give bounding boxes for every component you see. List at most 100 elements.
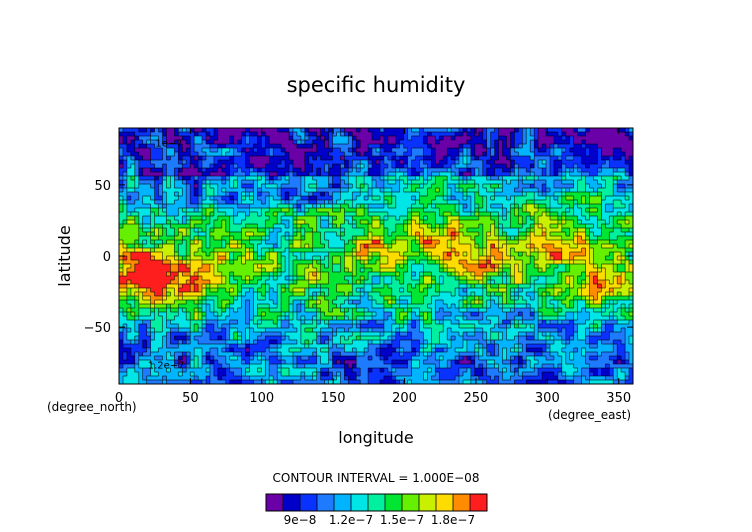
heat-cell xyxy=(229,148,235,153)
heat-cell xyxy=(577,196,583,201)
heat-cell xyxy=(119,160,124,165)
heat-cell xyxy=(553,248,559,253)
heat-cell xyxy=(372,216,377,221)
heat-cell xyxy=(431,200,436,205)
heat-cell xyxy=(589,248,595,253)
heat-cell xyxy=(376,156,381,161)
heat-cell xyxy=(119,192,124,197)
heat-cell xyxy=(538,164,543,169)
heat-cell xyxy=(593,276,599,281)
heat-cell xyxy=(423,252,428,257)
heat-cell xyxy=(534,144,539,149)
heat-cell xyxy=(490,240,496,245)
heat-cell xyxy=(324,260,330,265)
heat-cell xyxy=(194,196,199,201)
heat-cell xyxy=(126,248,132,253)
heat-cell xyxy=(617,276,622,281)
heat-cell xyxy=(277,256,282,261)
heat-cell xyxy=(387,188,393,193)
heat-cell xyxy=(178,256,183,261)
heat-cell xyxy=(411,188,417,193)
heat-cell xyxy=(415,216,421,221)
heat-cell xyxy=(178,224,183,229)
heat-cell xyxy=(621,236,626,241)
heat-cell xyxy=(506,212,512,217)
heat-cell xyxy=(407,248,413,253)
heat-cell xyxy=(229,268,235,273)
heat-cell xyxy=(249,184,255,189)
heat-cell xyxy=(316,224,322,229)
heat-cell xyxy=(340,220,345,225)
heat-cell xyxy=(534,212,539,217)
heat-cell xyxy=(407,136,413,141)
heat-cell xyxy=(249,200,255,205)
heat-cell xyxy=(557,252,563,257)
heat-cell xyxy=(182,276,187,281)
heat-cell xyxy=(534,140,539,145)
heat-cell xyxy=(419,132,425,137)
heat-cell xyxy=(451,196,456,201)
heat-cell xyxy=(221,208,227,213)
heat-cell xyxy=(336,164,342,169)
heat-cell xyxy=(261,208,266,213)
heat-cell xyxy=(269,156,274,161)
heat-cell xyxy=(194,268,199,273)
heat-cell xyxy=(312,164,318,169)
heat-cell xyxy=(609,240,614,245)
heat-cell xyxy=(241,192,247,197)
heat-cell xyxy=(209,212,215,217)
heat-cell xyxy=(198,164,203,169)
heat-cell xyxy=(494,240,500,245)
heat-cell xyxy=(166,156,171,161)
heat-cell xyxy=(439,260,444,265)
heat-cell xyxy=(332,272,338,277)
heat-cell xyxy=(407,176,413,181)
heat-cell xyxy=(553,180,559,185)
heat-cell xyxy=(502,264,508,269)
heat-cell xyxy=(577,160,583,165)
heat-cell xyxy=(285,144,290,149)
heat-cell xyxy=(289,220,294,225)
heat-cell xyxy=(119,156,124,161)
heat-cell xyxy=(225,152,231,157)
heat-cell xyxy=(625,148,630,153)
heat-cell xyxy=(170,232,175,237)
heat-cell xyxy=(494,276,500,281)
heat-cell xyxy=(486,272,492,277)
heat-cell xyxy=(435,272,440,277)
heat-cell xyxy=(494,256,500,261)
heat-cell xyxy=(372,188,377,193)
heat-cell xyxy=(577,220,583,225)
heat-cell xyxy=(510,136,515,141)
heat-cell xyxy=(154,156,160,161)
heat-cell xyxy=(391,160,397,165)
heat-cell xyxy=(439,232,444,237)
heat-cell xyxy=(237,208,243,213)
heat-cell xyxy=(569,184,575,189)
heat-cell xyxy=(229,248,235,253)
heat-cell xyxy=(573,196,579,201)
heat-cell xyxy=(190,276,195,281)
heat-cell xyxy=(546,184,551,189)
heat-cell xyxy=(292,248,298,253)
heat-cell xyxy=(292,164,298,169)
heat-cell xyxy=(498,252,504,257)
heat-cell xyxy=(292,160,298,165)
heat-cell xyxy=(352,136,357,141)
heat-cell xyxy=(186,148,191,153)
heat-cell xyxy=(379,168,385,173)
heat-cell xyxy=(182,264,187,269)
heat-cell xyxy=(368,148,373,153)
heat-cell xyxy=(269,192,274,197)
heat-cell xyxy=(502,224,508,229)
heat-cell xyxy=(249,204,255,209)
heat-cell xyxy=(387,232,393,237)
heat-cell xyxy=(597,180,602,185)
heat-cell xyxy=(138,212,144,217)
heat-cell xyxy=(605,196,610,201)
heat-cell xyxy=(130,272,136,277)
heat-cell xyxy=(589,160,595,165)
heat-cell xyxy=(569,164,575,169)
heat-cell xyxy=(593,196,599,201)
heat-cell xyxy=(190,216,195,221)
